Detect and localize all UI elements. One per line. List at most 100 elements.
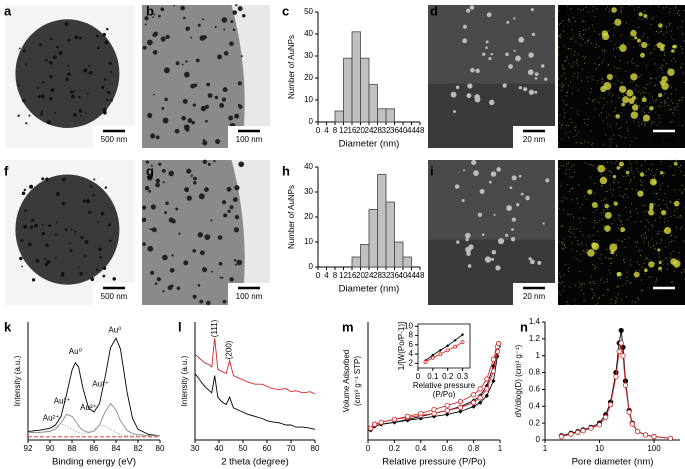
signal — [669, 84, 671, 86]
signal — [603, 212, 605, 214]
signal — [602, 120, 604, 122]
cluster — [626, 89, 634, 97]
chart: 92 90 88 86 84 82 80 Binding energy (eV) Intensi… — [13, 322, 165, 468]
signal — [560, 185, 562, 187]
signal — [648, 259, 650, 261]
nanoparticle — [174, 128, 180, 134]
marker — [470, 392, 477, 398]
nanoparticle — [466, 8, 471, 13]
signal — [621, 82, 623, 84]
signal — [630, 60, 632, 62]
signal — [598, 63, 600, 65]
signal — [616, 286, 618, 288]
nanoparticle — [161, 106, 165, 110]
nanoparticle — [218, 261, 223, 266]
signal — [584, 195, 586, 197]
cluster — [587, 189, 593, 195]
signal — [582, 39, 584, 41]
signal — [646, 105, 648, 107]
bar — [377, 174, 387, 268]
nanoparticle — [461, 199, 465, 202]
signal — [617, 79, 619, 81]
signal — [664, 99, 666, 101]
signal — [683, 40, 685, 42]
nanoparticle — [89, 70, 93, 75]
signal — [585, 252, 587, 254]
marker — [490, 356, 496, 362]
y-tick-label: 4 — [409, 349, 414, 358]
nanoparticle — [102, 107, 107, 112]
signal — [657, 233, 659, 235]
nanoparticle — [222, 87, 228, 93]
signal — [577, 202, 579, 204]
nanoparticle — [98, 247, 102, 252]
signal — [644, 124, 646, 126]
signal — [652, 225, 654, 227]
signal — [649, 77, 651, 79]
nanoparticle — [61, 201, 66, 206]
signal — [617, 292, 619, 294]
signal — [594, 266, 596, 268]
nanoparticle — [108, 61, 112, 65]
nanoparticle — [58, 51, 63, 56]
signal — [623, 258, 625, 260]
nanoparticle — [149, 228, 152, 231]
signal — [646, 84, 648, 86]
signal — [673, 109, 675, 111]
nanoparticle — [228, 115, 234, 121]
nanoparticle — [534, 90, 538, 94]
nanoparticle — [176, 286, 181, 291]
nanoparticle — [49, 37, 53, 41]
signal — [604, 49, 606, 51]
signal — [607, 208, 609, 210]
signal — [558, 35, 560, 37]
signal — [564, 244, 566, 246]
signal — [611, 138, 613, 140]
signal — [561, 225, 563, 227]
signal — [682, 52, 684, 54]
cluster — [673, 161, 678, 166]
signal — [653, 245, 655, 247]
signal — [582, 235, 584, 237]
signal — [571, 29, 573, 31]
signal — [652, 17, 654, 19]
x-tick-label: 48 — [416, 126, 425, 135]
marker — [575, 429, 581, 436]
signal — [626, 62, 628, 64]
signal — [638, 249, 640, 251]
signal — [579, 286, 581, 288]
signal — [640, 123, 642, 125]
signal — [563, 285, 565, 287]
edge — [231, 5, 270, 148]
signal — [603, 282, 605, 284]
nanoparticle — [520, 192, 524, 196]
micrograph: 20 nm — [557, 159, 685, 305]
nanoparticle — [53, 55, 57, 59]
marker — [445, 348, 450, 353]
signal — [579, 207, 581, 209]
signal — [630, 203, 632, 205]
nanoparticle — [474, 96, 481, 103]
y-axis-label: 1/[W(Po/P-1)] — [397, 322, 406, 370]
signal — [620, 82, 622, 84]
nanoparticle — [147, 245, 154, 252]
signal — [619, 215, 621, 217]
signal — [588, 98, 590, 100]
y-tick-label: 30 — [304, 51, 313, 60]
signal — [575, 134, 577, 136]
nanoparticle — [185, 60, 188, 63]
signal — [573, 228, 575, 230]
x-tick-label: 20 — [356, 126, 365, 135]
nanoparticle — [55, 191, 60, 196]
signal — [670, 201, 672, 203]
x-axis-label: Pore diameter (nm) — [572, 457, 654, 468]
scale-label: 500 nm — [101, 135, 128, 144]
signal — [654, 219, 656, 221]
signal — [601, 78, 603, 80]
signal — [566, 198, 568, 200]
nanoparticle — [467, 264, 472, 268]
bar — [334, 110, 344, 123]
signal — [598, 102, 600, 104]
marker — [651, 434, 657, 440]
signal — [645, 175, 647, 177]
